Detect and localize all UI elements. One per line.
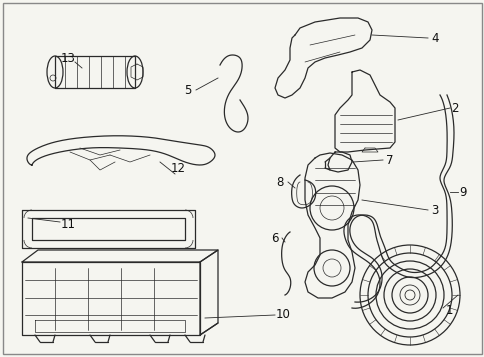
Text: 5: 5 <box>184 84 191 96</box>
Text: 9: 9 <box>458 186 466 198</box>
Text: 4: 4 <box>430 31 438 45</box>
Text: 12: 12 <box>170 161 185 175</box>
Text: 8: 8 <box>276 176 283 188</box>
Text: 1: 1 <box>444 305 452 317</box>
Text: 13: 13 <box>60 51 76 65</box>
Text: 10: 10 <box>275 308 290 322</box>
Text: 7: 7 <box>385 154 393 166</box>
Text: 3: 3 <box>430 203 438 216</box>
Text: 11: 11 <box>60 217 76 231</box>
Text: 2: 2 <box>450 101 458 115</box>
Text: 6: 6 <box>271 231 278 245</box>
